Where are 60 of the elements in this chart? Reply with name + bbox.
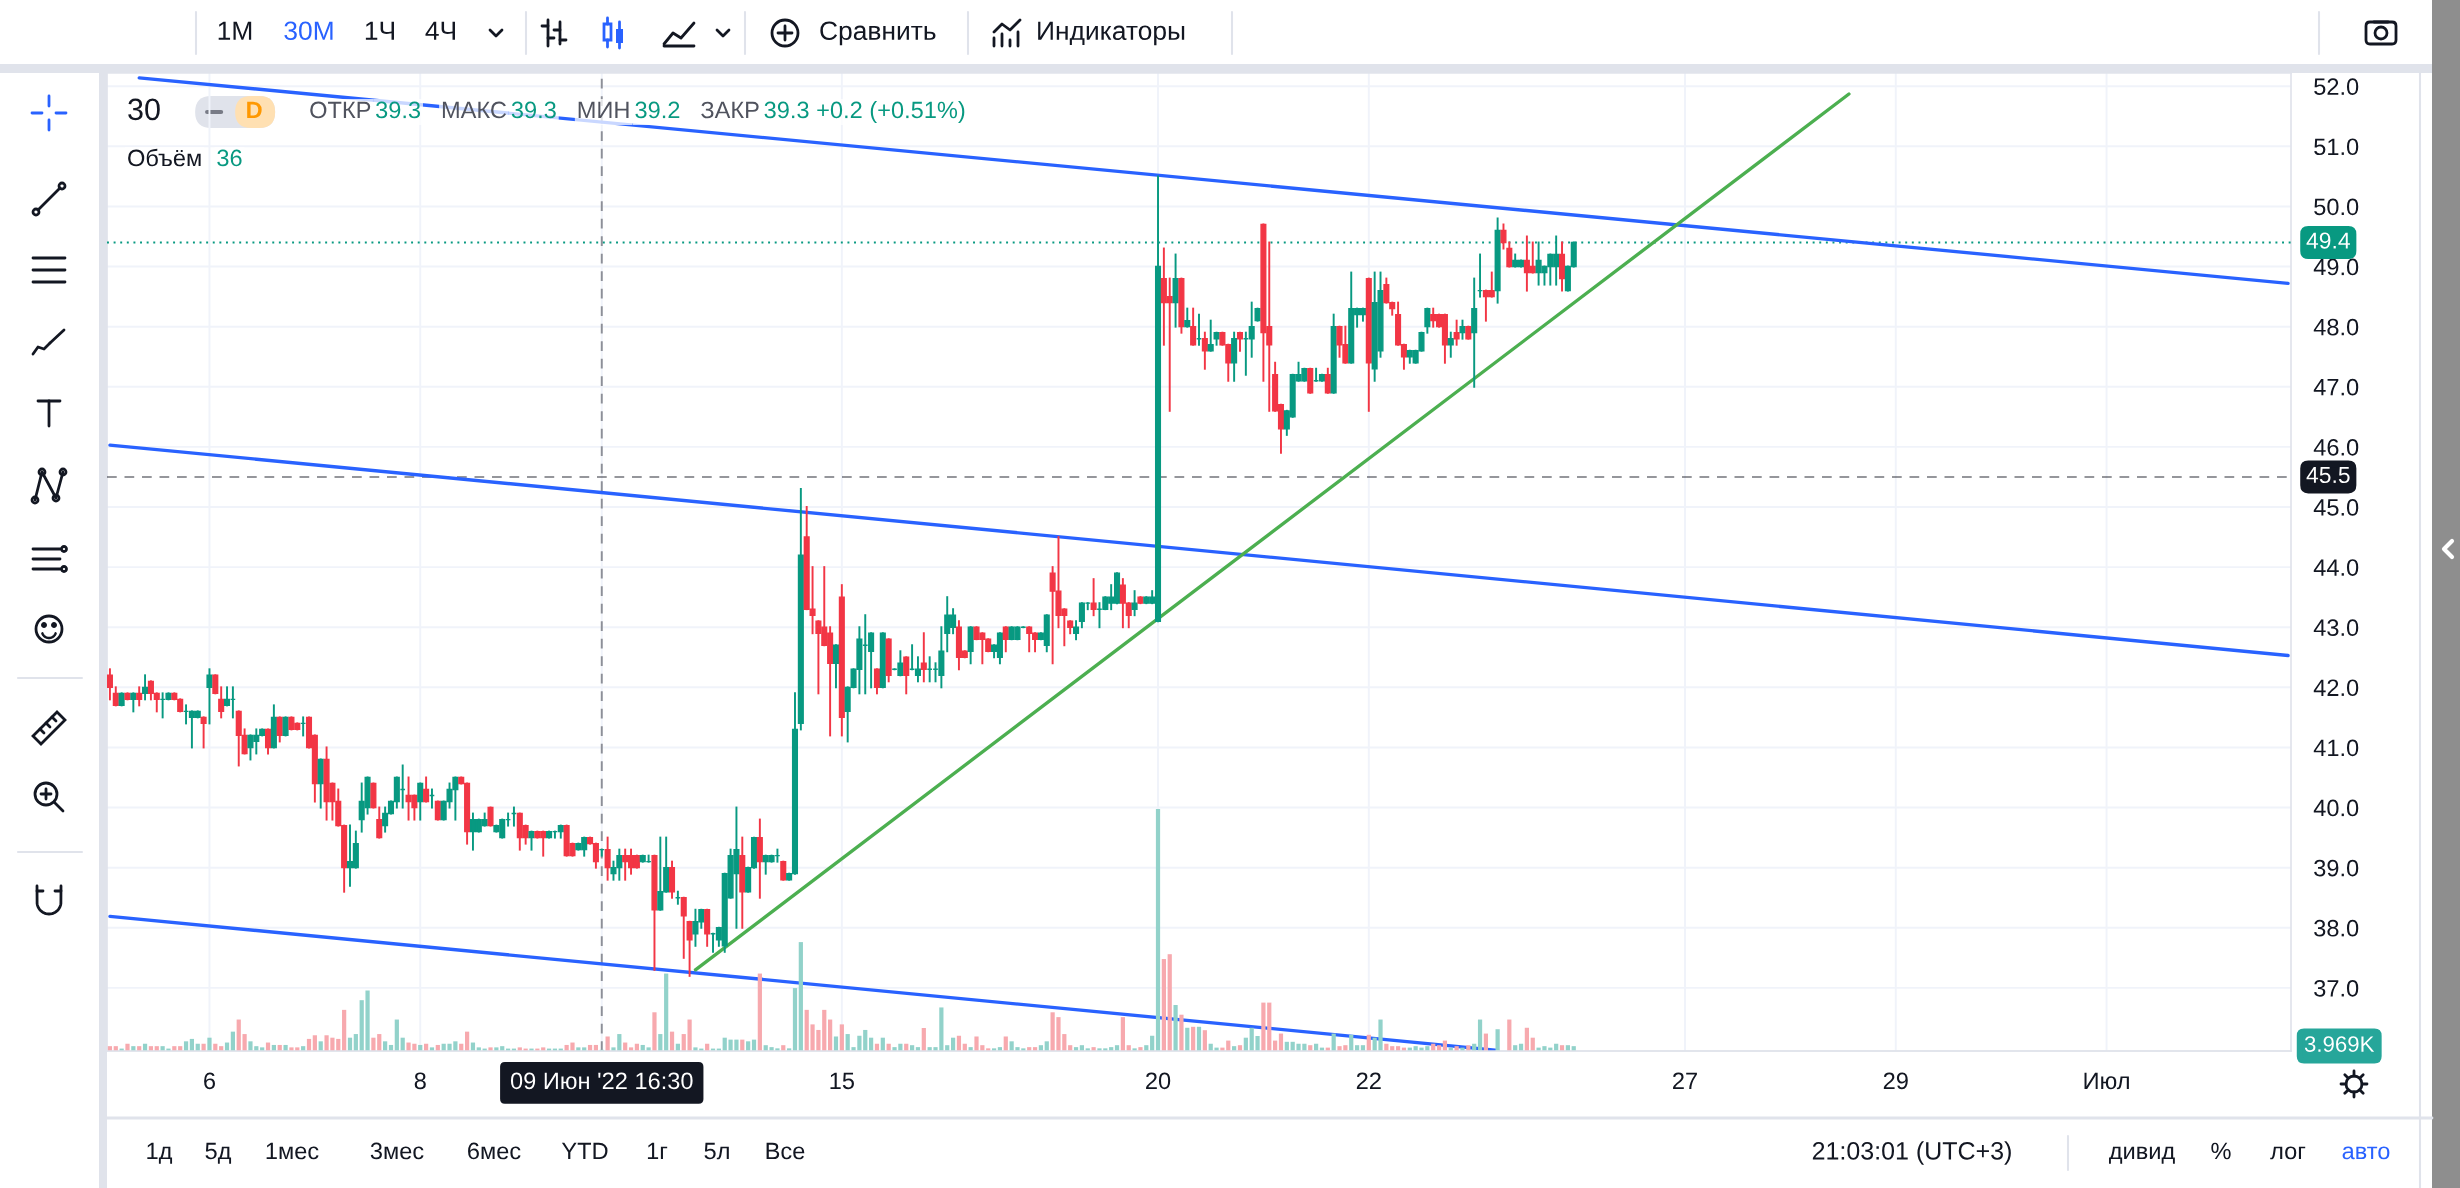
y-tick-label: 52.0 bbox=[2314, 78, 2359, 96]
x-tick-label: 09 Июн '22 16:30 bbox=[510, 1072, 693, 1090]
y-tick-label: 49.0 bbox=[2313, 258, 2359, 276]
y-tick-label: 37.0 bbox=[2314, 979, 2359, 997]
y-tick-label: 40.0 bbox=[2313, 799, 2359, 817]
x-tick-label: 29 bbox=[1883, 1072, 1908, 1090]
text: дивид bbox=[2109, 1146, 2175, 1164]
x-tick-label: 6 bbox=[204, 1072, 215, 1090]
y-tick-label: 44.0 bbox=[2313, 559, 2359, 576]
annotation: МАКС bbox=[442, 101, 507, 119]
text: авто bbox=[2342, 1146, 2390, 1160]
y-tick-label: 48.0 bbox=[2313, 318, 2359, 336]
y-tick-label: 45.0 bbox=[2313, 499, 2359, 516]
text: 6мес bbox=[468, 1142, 521, 1160]
x-tick-label: 20 bbox=[1146, 1072, 1171, 1090]
annotation: D bbox=[247, 101, 262, 119]
text: 3мес bbox=[370, 1142, 424, 1160]
text: 30М bbox=[284, 21, 333, 41]
text: 1М bbox=[218, 21, 252, 40]
y-tick-label: 39.0 bbox=[2314, 859, 2359, 877]
text: 5д bbox=[205, 1142, 232, 1164]
y-tick-label: 41.0 bbox=[2313, 739, 2359, 757]
text: 21:03:01 (UTC+3) bbox=[1812, 1141, 2011, 1165]
y-tick-label: 43.0 bbox=[2313, 619, 2359, 637]
y-tick-label: 47.0 bbox=[2313, 378, 2359, 396]
text: Индикаторы bbox=[1038, 21, 1185, 46]
text: Сравнить bbox=[820, 21, 936, 46]
ref-line-label: 49.4 bbox=[2306, 232, 2350, 249]
text: 5л bbox=[704, 1142, 729, 1160]
text: 3.969K bbox=[2304, 1036, 2375, 1052]
annotation: ЗАКР bbox=[701, 101, 759, 119]
ref-line-label: 45.5 bbox=[2306, 467, 2350, 484]
text: 30 bbox=[128, 98, 160, 121]
text: 1мес bbox=[266, 1142, 319, 1160]
text: YTD bbox=[561, 1142, 608, 1160]
y-tick-label: 50.0 bbox=[2314, 198, 2359, 216]
y-tick-label: 51.0 bbox=[2314, 138, 2359, 156]
annotation: ОТКР bbox=[310, 101, 371, 119]
annotation: 39.3 bbox=[511, 101, 556, 119]
text: % bbox=[2211, 1142, 2231, 1160]
annotation: 39.3 bbox=[376, 101, 421, 119]
text: 1д bbox=[147, 1142, 173, 1164]
x-tick-label: 15 bbox=[830, 1072, 854, 1090]
y-tick-label: 38.0 bbox=[2314, 919, 2359, 937]
annotation: 39.2 bbox=[635, 101, 680, 119]
text: 1Ч bbox=[365, 21, 394, 40]
text: 4Ч bbox=[425, 21, 455, 40]
text: Все bbox=[766, 1142, 805, 1160]
annotation: Объём bbox=[128, 148, 201, 167]
text: 1г bbox=[647, 1142, 668, 1160]
annotation: 39.3 +0.2 (+0.51%) bbox=[764, 101, 965, 123]
x-tick-label: Июл bbox=[2084, 1072, 2129, 1090]
annotation: 36 bbox=[217, 149, 242, 167]
x-tick-label: 8 bbox=[414, 1072, 426, 1090]
annotation: МИН bbox=[578, 101, 629, 119]
x-tick-label: 22 bbox=[1356, 1072, 1381, 1089]
y-tick-label: 42.0 bbox=[2313, 679, 2359, 697]
y-tick-label: 46.0 bbox=[2313, 438, 2359, 456]
text: лог bbox=[2270, 1146, 2306, 1160]
x-tick-label: 27 bbox=[1673, 1072, 1697, 1089]
